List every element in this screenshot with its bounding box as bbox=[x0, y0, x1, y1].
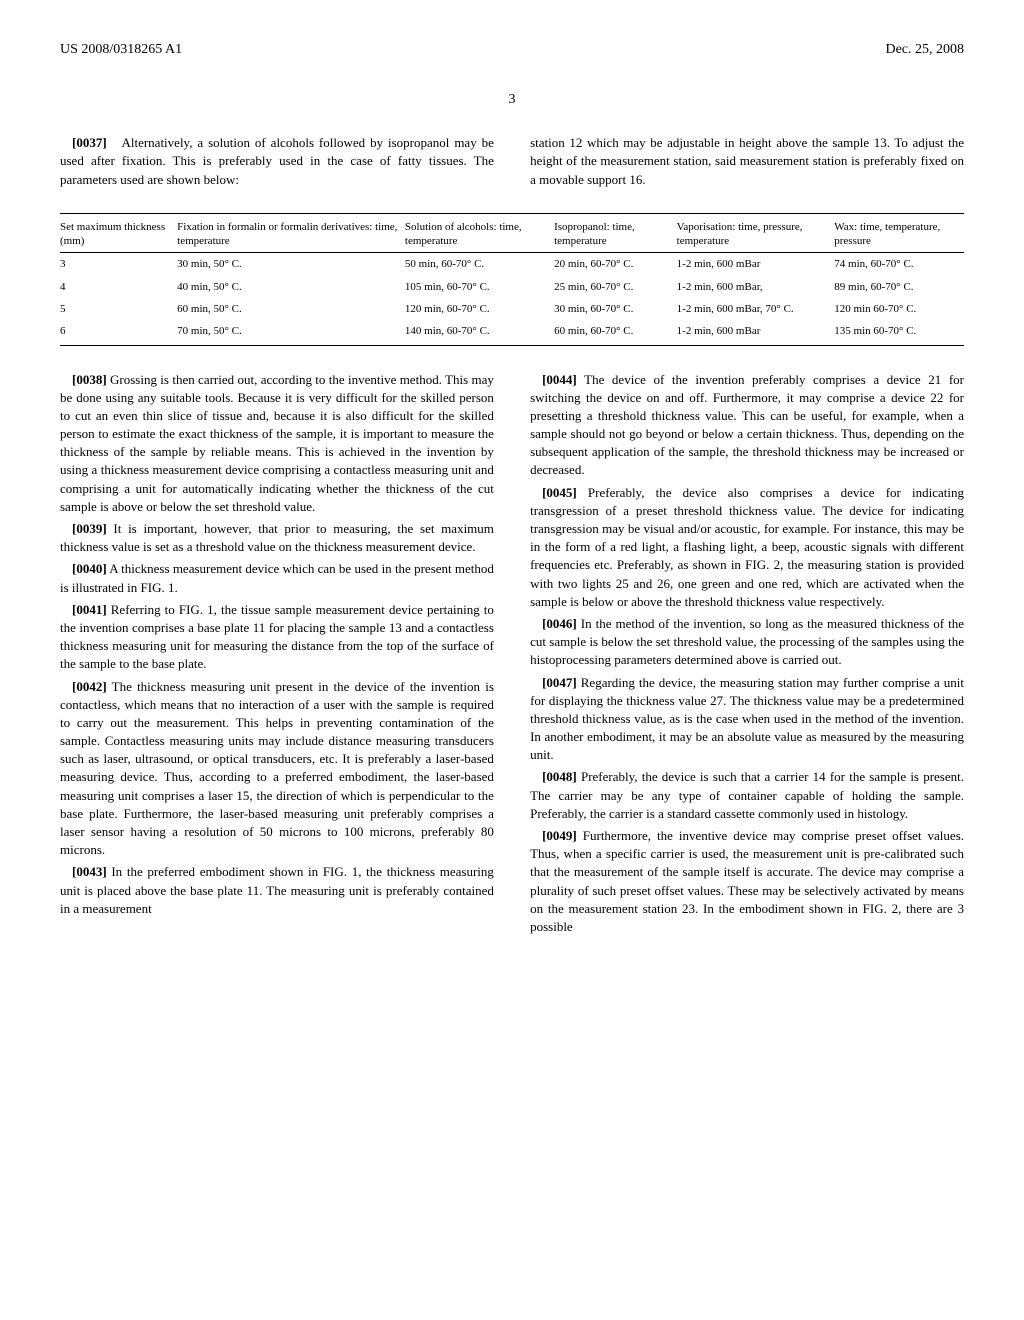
paragraph: [0047] Regarding the device, the measuri… bbox=[530, 674, 964, 765]
para-num: [0046] bbox=[542, 616, 577, 631]
paragraph: [0040] A thickness measurement device wh… bbox=[60, 560, 494, 596]
paragraph: [0041] Referring to FIG. 1, the tissue s… bbox=[60, 601, 494, 674]
table-header-row: Set maximum thickness (mm) Fixation in f… bbox=[60, 216, 964, 253]
top-left-col: [0037] Alternatively, a solution of alco… bbox=[60, 134, 494, 193]
table-cell: 70 min, 50° C. bbox=[177, 320, 405, 342]
table-cell: 1-2 min, 600 mBar, 70° C. bbox=[677, 298, 835, 320]
col-header: Vaporisation: time, pressure, temperatur… bbox=[677, 216, 835, 253]
para-num: [0041] bbox=[72, 602, 107, 617]
table-row: 560 min, 50° C.120 min, 60-70° C.30 min,… bbox=[60, 298, 964, 320]
para-side: station 12 which may be adjustable in he… bbox=[530, 134, 964, 189]
table-cell: 135 min 60-70° C. bbox=[834, 320, 964, 342]
para-text: Referring to FIG. 1, the tissue sample m… bbox=[60, 602, 494, 672]
para-text: The thickness measuring unit present in … bbox=[60, 679, 494, 858]
right-column: [0044] The device of the invention prefe… bbox=[530, 371, 964, 941]
table-cell: 140 min, 60-70° C. bbox=[405, 320, 554, 342]
para-num: [0040] bbox=[72, 561, 107, 576]
table-cell: 60 min, 50° C. bbox=[177, 298, 405, 320]
para-text: Alternatively, a solution of alcohols fo… bbox=[60, 135, 494, 186]
col-header: Solution of alcohols: time, temperature bbox=[405, 216, 554, 253]
para-text: A thickness measurement device which can… bbox=[60, 561, 494, 594]
para-text: In the method of the invention, so long … bbox=[530, 616, 964, 667]
table-cell: 1-2 min, 600 mBar, bbox=[677, 276, 835, 298]
para-num: [0049] bbox=[542, 828, 577, 843]
body-columns: [0038] Grossing is then carried out, acc… bbox=[60, 371, 964, 941]
top-columns: [0037] Alternatively, a solution of alco… bbox=[60, 134, 964, 193]
para-num: [0043] bbox=[72, 864, 107, 879]
para-text: Regarding the device, the measuring stat… bbox=[530, 675, 964, 763]
paragraph: [0044] The device of the invention prefe… bbox=[530, 371, 964, 480]
para-text: The device of the invention preferably c… bbox=[530, 372, 964, 478]
table-cell: 40 min, 50° C. bbox=[177, 276, 405, 298]
para-text: Furthermore, the inventive device may co… bbox=[530, 828, 964, 934]
page-header: US 2008/0318265 A1 Dec. 25, 2008 bbox=[60, 40, 964, 60]
para-num: [0042] bbox=[72, 679, 107, 694]
col-header: Fixation in formalin or formalin derivat… bbox=[177, 216, 405, 253]
table-cell: 60 min, 60-70° C. bbox=[554, 320, 677, 342]
col-header: Isopropanol: time, temperature bbox=[554, 216, 677, 253]
paragraph: [0046] In the method of the invention, s… bbox=[530, 615, 964, 670]
paragraph: [0049] Furthermore, the inventive device… bbox=[530, 827, 964, 936]
table-cell: 1-2 min, 600 mBar bbox=[677, 253, 835, 275]
table-cell: 120 min 60-70° C. bbox=[834, 298, 964, 320]
header-left: US 2008/0318265 A1 bbox=[60, 40, 182, 60]
data-table: Set maximum thickness (mm) Fixation in f… bbox=[60, 216, 964, 343]
page-number: 3 bbox=[60, 90, 964, 110]
para-num: [0048] bbox=[542, 769, 577, 784]
table-row: 330 min, 50° C.50 min, 60-70° C.20 min, … bbox=[60, 253, 964, 275]
table-cell: 105 min, 60-70° C. bbox=[405, 276, 554, 298]
paragraph: [0039] It is important, however, that pr… bbox=[60, 520, 494, 556]
para-num: [0045] bbox=[542, 485, 577, 500]
header-right: Dec. 25, 2008 bbox=[885, 40, 964, 60]
table-cell: 74 min, 60-70° C. bbox=[834, 253, 964, 275]
left-column: [0038] Grossing is then carried out, acc… bbox=[60, 371, 494, 941]
table-cell: 89 min, 60-70° C. bbox=[834, 276, 964, 298]
table-cell: 4 bbox=[60, 276, 177, 298]
table-row: 670 min, 50° C.140 min, 60-70° C.60 min,… bbox=[60, 320, 964, 342]
para-num: [0038] bbox=[72, 372, 107, 387]
col-header: Wax: time, temperature, pressure bbox=[834, 216, 964, 253]
table-cell: 30 min, 60-70° C. bbox=[554, 298, 677, 320]
table-cell: 25 min, 60-70° C. bbox=[554, 276, 677, 298]
top-right-col: station 12 which may be adjustable in he… bbox=[530, 134, 964, 193]
para-text: It is important, however, that prior to … bbox=[60, 521, 494, 554]
para-num: [0047] bbox=[542, 675, 577, 690]
paragraph: [0043] In the preferred embodiment shown… bbox=[60, 863, 494, 918]
para-num: [0037] bbox=[72, 135, 107, 150]
col-header: Set maximum thickness (mm) bbox=[60, 216, 177, 253]
para-text: Preferably, the device also comprises a … bbox=[530, 485, 964, 609]
paragraph: [0048] Preferably, the device is such th… bbox=[530, 768, 964, 823]
paragraph: [0042] The thickness measuring unit pres… bbox=[60, 678, 494, 860]
para-num: [0044] bbox=[542, 372, 577, 387]
table-cell: 5 bbox=[60, 298, 177, 320]
para-text: Preferably, the device is such that a ca… bbox=[530, 769, 964, 820]
parameters-table: Set maximum thickness (mm) Fixation in f… bbox=[60, 213, 964, 346]
table-cell: 30 min, 50° C. bbox=[177, 253, 405, 275]
para-0037: [0037] Alternatively, a solution of alco… bbox=[60, 134, 494, 189]
paragraph: [0038] Grossing is then carried out, acc… bbox=[60, 371, 494, 517]
table-cell: 120 min, 60-70° C. bbox=[405, 298, 554, 320]
para-text: In the preferred embodiment shown in FIG… bbox=[60, 864, 494, 915]
table-row: 440 min, 50° C.105 min, 60-70° C.25 min,… bbox=[60, 276, 964, 298]
para-num: [0039] bbox=[72, 521, 107, 536]
paragraph: [0045] Preferably, the device also compr… bbox=[530, 484, 964, 611]
table-cell: 3 bbox=[60, 253, 177, 275]
table-cell: 1-2 min, 600 mBar bbox=[677, 320, 835, 342]
table-cell: 6 bbox=[60, 320, 177, 342]
para-text: Grossing is then carried out, according … bbox=[60, 372, 494, 514]
table-cell: 20 min, 60-70° C. bbox=[554, 253, 677, 275]
table-cell: 50 min, 60-70° C. bbox=[405, 253, 554, 275]
